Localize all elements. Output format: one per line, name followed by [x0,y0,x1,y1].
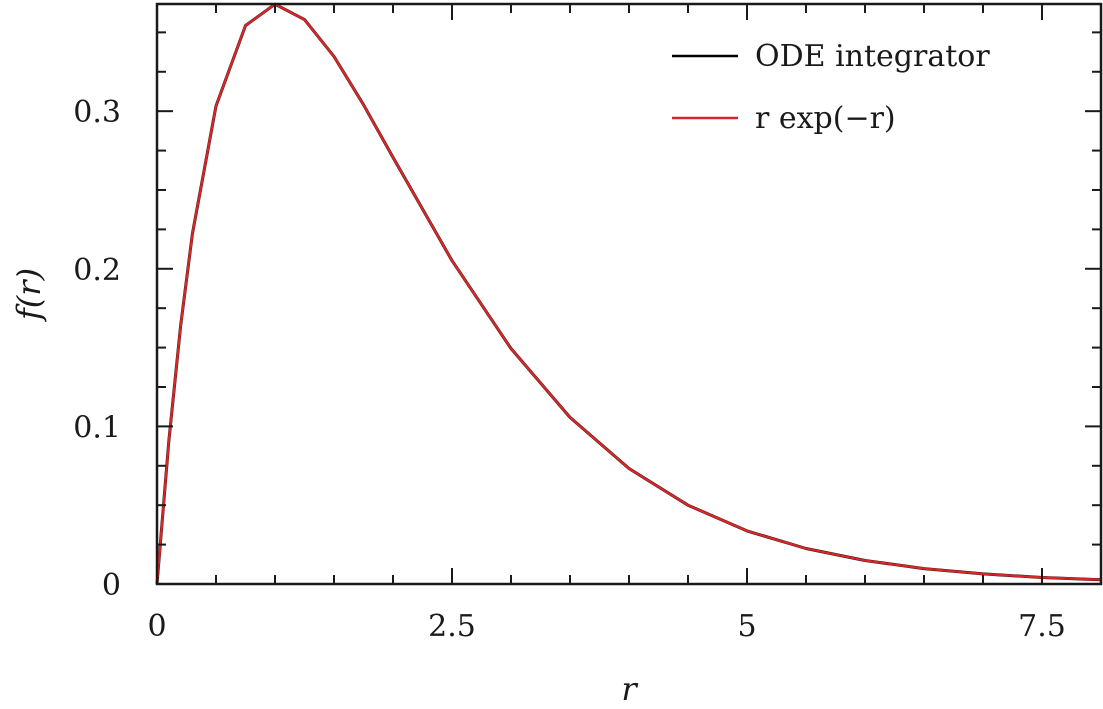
y-tick-label: 0.3 [73,95,121,130]
series-line-r-exp-minus-r [155,2,1102,585]
x-tick-label: 7.5 [1018,609,1066,644]
y-tick-label: 0.2 [73,253,121,288]
legend: ODE integrator r exp(−r) [672,39,990,136]
tick-labels-layer: 0 2.5 5 7.5 0 0.1 0.2 0.3 [73,95,1066,644]
ticks-layer [156,4,1102,585]
legend-label-ode-integrator: ODE integrator [755,39,990,74]
plot-frame [155,2,1103,586]
y-tick-label: 0 [102,568,121,603]
x-tick-label: 5 [737,609,756,644]
x-axis-label: r [621,670,638,708]
x-tick-label: 0 [147,609,166,644]
series-layer [155,2,1102,585]
legend-label-r-exp-minus-r: r exp(−r) [755,101,896,136]
x-tick-label: 2.5 [428,609,476,644]
y-tick-label: 0.1 [73,410,121,445]
y-axis-label: f(r) [10,268,48,322]
series-line-ode-integrator [155,2,1102,585]
